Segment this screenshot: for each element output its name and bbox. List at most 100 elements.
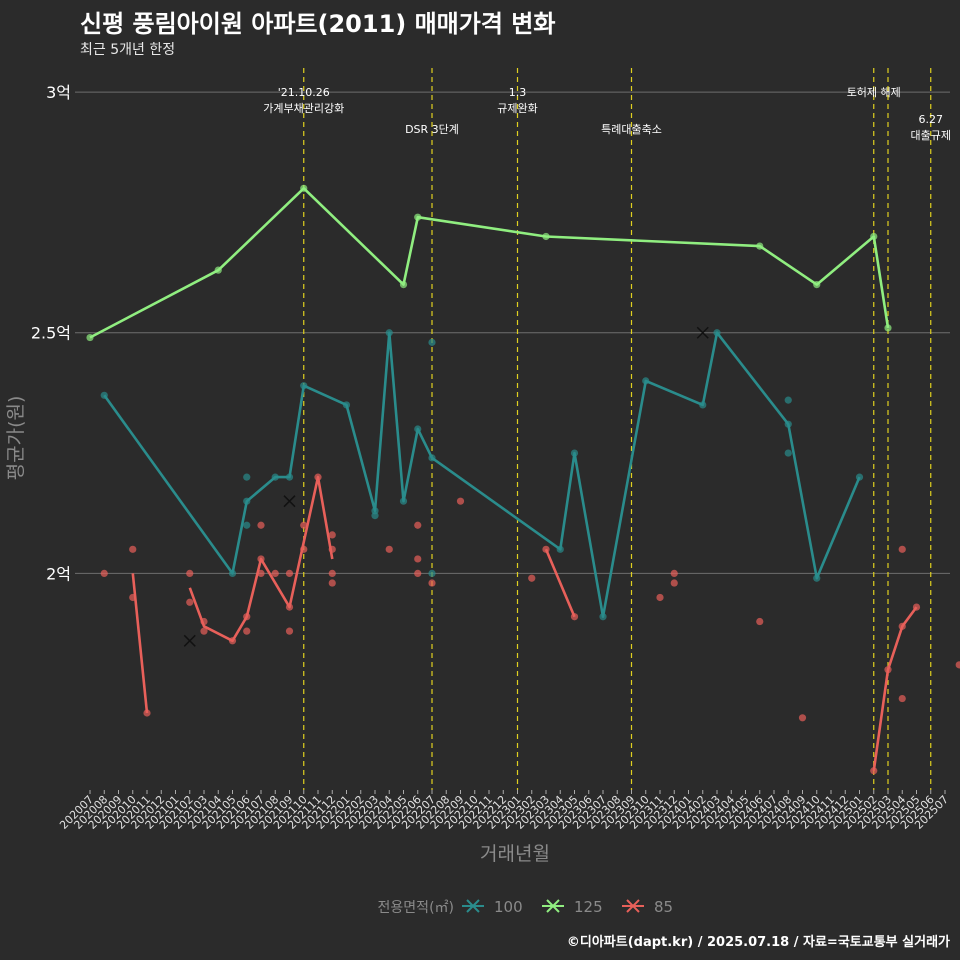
y-axis-title: 평균가(원) [5, 396, 27, 481]
data-point-85 [898, 545, 906, 553]
data-point-100 [855, 473, 864, 481]
data-point-100 [784, 396, 792, 404]
data-point-125 [214, 266, 222, 274]
chart-title: 신평 풍림아이원 아파트(2011) 매매가격 변화 [80, 10, 556, 38]
source-caption: ©디아파트(dapt.kr) / 2025.07.18 / 자료=국토교통부 실… [566, 935, 950, 950]
data-point-125 [399, 281, 408, 289]
data-point-85 [200, 617, 208, 626]
data-point-85 [200, 627, 208, 635]
data-point-100 [428, 338, 436, 346]
data-point-100 [228, 569, 237, 578]
data-point-125 [884, 324, 892, 332]
legend-key-cross-100 [466, 899, 480, 913]
data-point-125 [756, 242, 764, 250]
event-annotation: 가계부채관리강화 [263, 102, 344, 115]
data-point-100 [300, 382, 308, 390]
data-point-125 [542, 232, 550, 241]
data-point-100 [243, 473, 251, 481]
data-point-100 [243, 497, 251, 505]
event-annotation: 토허제 해제 [847, 85, 901, 99]
data-point-85 [870, 767, 878, 775]
data-point-85 [884, 666, 892, 674]
data-point-100 [414, 425, 422, 433]
data-point-100 [642, 377, 650, 385]
data-point-85 [428, 579, 436, 587]
data-point-85 [670, 569, 678, 578]
y-tick-label: 2.5억 [31, 324, 71, 343]
data-point-85 [414, 555, 422, 563]
data-point-85 [300, 521, 308, 529]
data-point-85 [285, 569, 294, 578]
data-point-85 [528, 574, 536, 582]
data-point-100 [371, 512, 379, 520]
grid-layer [75, 91, 950, 574]
data-point-85 [271, 569, 279, 578]
y-tick-label: 3억 [46, 83, 71, 102]
data-point-85 [756, 617, 764, 626]
data-point-85 [186, 569, 194, 578]
data-point-85 [328, 579, 336, 587]
data-point-100 [285, 473, 294, 481]
data-point-125 [86, 333, 94, 342]
data-point-85 [257, 569, 265, 578]
axis-layer: 2억2.5억3억20200720200820200920201020201120… [31, 83, 951, 832]
data-point-85 [129, 545, 137, 553]
data-point-85 [285, 627, 294, 635]
data-point-85 [328, 569, 336, 578]
event-annotation: 6.27 [919, 113, 944, 126]
data-point-85 [328, 545, 336, 553]
data-point-85 [898, 694, 906, 703]
data-point-85 [100, 569, 108, 578]
series-line-100 [103, 331, 861, 618]
data-point-85 [243, 627, 251, 635]
data-point-85 [656, 593, 664, 602]
data-point-85 [257, 555, 265, 563]
cross-marker-85 [183, 634, 196, 647]
series-line-85 [131, 475, 918, 771]
legend-label-85: 85 [654, 898, 673, 916]
data-point-85 [414, 569, 422, 578]
data-point-100 [385, 329, 393, 337]
data-point-85 [300, 545, 308, 553]
legend-title: 전용면적(㎡) [378, 900, 454, 916]
data-point-100 [813, 574, 821, 582]
data-point-85 [285, 603, 294, 611]
data-point-100 [556, 545, 564, 553]
data-point-85 [385, 545, 393, 553]
data-point-85 [243, 613, 251, 621]
data-point-100 [713, 329, 721, 337]
event-annotation: '21.10.26 [278, 86, 330, 99]
data-point-85 [328, 531, 336, 539]
data-point-100 [243, 521, 251, 529]
data-point-85 [186, 598, 194, 606]
data-point-100 [570, 449, 579, 457]
data-point-85 [257, 521, 265, 529]
data-point-100 [342, 401, 351, 409]
data-point-85 [898, 622, 906, 630]
event-annotation: 특례대출축소 [601, 123, 662, 136]
data-point-100 [428, 569, 436, 578]
data-point-85 [314, 473, 322, 481]
data-point-85 [414, 521, 422, 529]
data-point-100 [100, 391, 108, 399]
data-point-100 [784, 420, 792, 428]
data-point-85 [798, 714, 807, 722]
data-point-100 [699, 401, 707, 409]
data-point-125 [414, 213, 422, 221]
event-annotation: 규제완화 [497, 102, 537, 115]
y-tick-label: 2억 [46, 564, 71, 583]
chart-subtitle: 최근 5개년 한정 [80, 42, 176, 58]
event-annotation: 1.3 [509, 86, 527, 99]
data-point-100 [599, 613, 607, 621]
series-line-125 [89, 187, 890, 339]
legend-key-cross-85 [626, 899, 640, 913]
data-point-100 [784, 449, 792, 457]
legend-label-100: 100 [494, 898, 523, 916]
data-point-85 [228, 637, 237, 645]
x-axis-title: 거래년월 [480, 843, 550, 865]
legend-key-cross-125 [546, 899, 560, 913]
data-point-85 [670, 579, 678, 587]
data-point-85 [912, 603, 921, 611]
data-point-125 [813, 281, 821, 289]
